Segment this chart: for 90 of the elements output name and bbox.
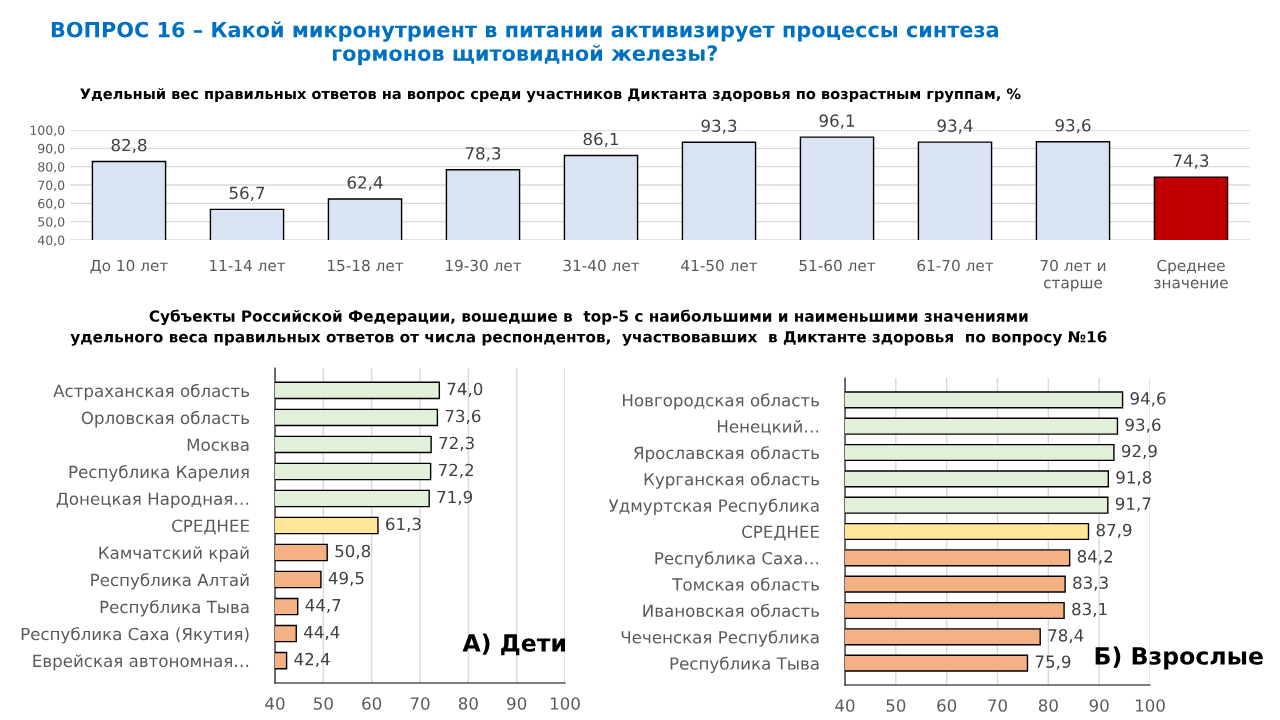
x-tick-label: 15-18 лет <box>328 259 404 272</box>
data-label: 78,4 <box>1048 629 1084 644</box>
y-tick-label: Республика Саха… <box>655 551 819 568</box>
data-label: 84,2 <box>1077 550 1113 565</box>
data-label: 44,4 <box>304 626 340 641</box>
data-label: 91,8 <box>1116 471 1152 486</box>
y-tick-label: Ивановская область <box>643 603 820 618</box>
x-tick-label: 61-70 лет <box>917 259 994 272</box>
y-tick-label: 70,0 <box>38 180 65 192</box>
data-label: 74,0 <box>447 382 483 397</box>
data-label: 82,8 <box>111 138 147 154</box>
data-label: 75,9 <box>1035 655 1071 670</box>
data-label: 61,3 <box>386 517 421 533</box>
data-label: 93,3 <box>701 119 737 134</box>
x-tick-label: 40 <box>265 697 285 710</box>
y-tick-label: Республика Карелия <box>69 465 249 482</box>
data-label: 56,7 <box>229 186 265 201</box>
data-label: 72,2 <box>438 463 474 479</box>
x-tick-label: 100 <box>1135 699 1165 712</box>
data-label: 74,3 <box>1173 154 1209 169</box>
x-tick-label: 50 <box>886 699 906 712</box>
chart-title: Субъекты Российской Федерации, вошедшие в top-5 с наибольшими и наименьшими значениями удельного веса правильных ответов от числа респондентов, участвовавших в Диктанте здоровья по вопросу №16 <box>70 309 1107 346</box>
y-tick-label: 50,0 <box>38 217 65 228</box>
x-tick-label: 80 <box>1038 699 1058 712</box>
y-tick-label: 40,0 <box>37 235 65 247</box>
x-tick-label: 70 лет и старше <box>1040 259 1106 292</box>
y-tick-label: Москва <box>187 438 249 452</box>
x-tick-label: 70 <box>410 697 430 710</box>
x-tick-label: 19-30 лет <box>446 259 522 272</box>
x-tick-label: Среднее значение <box>1154 259 1228 289</box>
y-tick-label: Орловская область <box>81 410 250 428</box>
data-label: 62,4 <box>347 176 383 191</box>
y-tick-label: Томская область <box>672 577 820 591</box>
data-label: 93,6 <box>1055 118 1091 134</box>
y-tick-label: 80,0 <box>38 162 65 173</box>
chart-subtitle: Удельный вес правильных ответов на вопрос среди участников Диктанта здоровья по возрастным группам, % <box>80 87 1021 103</box>
data-label: 93,4 <box>937 119 973 134</box>
x-tick-label: 31-40 лет <box>563 259 640 272</box>
data-label: 44,7 <box>305 598 341 614</box>
y-tick-label: Республика Саха (Якутия) <box>21 627 249 644</box>
x-tick-label: До 10 лет <box>90 259 168 274</box>
y-tick-label: Республика Тыва <box>100 600 249 617</box>
data-label: 96,1 <box>819 114 855 129</box>
y-tick-label: Астраханская область <box>53 383 250 401</box>
data-label: 83,1 <box>1072 602 1107 618</box>
data-label: 93,6 <box>1125 418 1161 433</box>
x-tick-label: 51-60 лет <box>799 259 876 272</box>
chart-title: ВОПРОС 16 – Какой микронутриент в питании активизирует процессы синтеза гормонов щитовидной железы? <box>51 21 998 66</box>
y-tick-label: 90,0 <box>38 143 65 155</box>
x-tick-label: 80 <box>458 697 478 710</box>
data-label: 78,3 <box>465 147 501 162</box>
y-tick-label: Чеченская Республика <box>621 630 819 647</box>
x-tick-label: 70 <box>988 699 1007 712</box>
y-tick-label: 60,0 <box>38 198 65 210</box>
x-tick-label: 40 <box>835 699 855 712</box>
y-tick-label: Удмуртская Республика <box>608 498 819 516</box>
data-label: 91,7 <box>1115 497 1151 512</box>
x-tick-label: 100 <box>550 697 580 710</box>
x-tick-label: 11-14 лет <box>210 259 286 272</box>
annotation: Б) Взрослые <box>1095 646 1263 670</box>
data-label: 73,6 <box>445 409 481 424</box>
x-tick-label: 90 <box>1089 699 1109 712</box>
x-tick-label: 60 <box>937 699 957 712</box>
y-tick-label: Ярославская область <box>634 446 820 463</box>
y-tick-label: Республика Тыва <box>670 656 819 674</box>
x-tick-label: 41-50 лет <box>681 259 758 272</box>
data-label: 71,9 <box>437 490 473 506</box>
y-tick-label: СРЕДНЕЕ <box>172 519 249 535</box>
data-label: 86,1 <box>583 132 619 148</box>
data-label: 49,5 <box>328 571 364 587</box>
y-tick-label: Республика Алтай <box>91 573 249 590</box>
y-tick-label: Еврейская автономная… <box>33 654 249 671</box>
data-label: 94,6 <box>1130 392 1166 407</box>
data-label: 87,9 <box>1096 523 1132 539</box>
data-label: 42,4 <box>294 652 330 668</box>
y-tick-label: Ненецкий… <box>717 419 819 435</box>
data-label: 72,3 <box>439 436 474 451</box>
y-tick-label: Курганская область <box>644 472 820 489</box>
y-tick-label: Новгородская область <box>623 393 819 410</box>
x-tick-label: 60 <box>362 697 382 710</box>
y-tick-label: 100,0 <box>30 125 65 137</box>
annotation: А) Дети <box>462 633 566 656</box>
y-tick-label: Камчатский край <box>99 546 249 563</box>
y-tick-label: СРЕДНЕЕ <box>742 525 819 541</box>
x-tick-label: 90 <box>507 697 527 710</box>
data-label: 83,3 <box>1073 576 1108 591</box>
data-label: 92,9 <box>1121 444 1157 460</box>
x-tick-label: 50 <box>314 697 333 710</box>
y-tick-label: Донецкая Народная… <box>56 492 249 509</box>
data-label: 50,8 <box>335 544 371 560</box>
